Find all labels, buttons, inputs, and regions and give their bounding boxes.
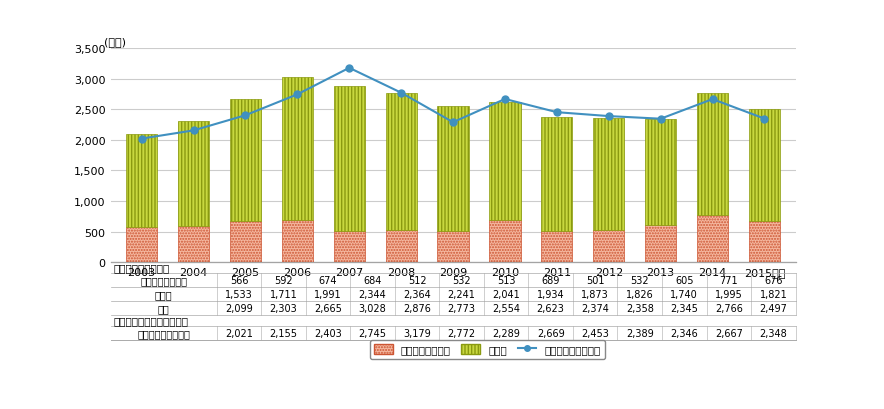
Bar (490, 103, 521, 220)
Text: 1,934: 1,934 (537, 289, 565, 299)
Text: 2,303: 2,303 (270, 303, 297, 313)
Bar (333, 87, 365, 231)
Text: 2,745: 2,745 (359, 328, 386, 338)
Bar (230, 221, 261, 263)
Bar (126, 135, 157, 228)
Bar (282, 78, 313, 221)
Text: 混信・妨害申告件数: 混信・妨害申告件数 (114, 263, 171, 273)
Bar (385, 230, 416, 263)
Text: 3,179: 3,179 (403, 328, 431, 338)
Text: 2,155: 2,155 (270, 328, 298, 338)
Bar (126, 228, 157, 263)
Text: 2,665: 2,665 (314, 303, 342, 313)
Text: 674: 674 (319, 275, 338, 285)
Bar (490, 220, 521, 263)
Text: 2,041: 2,041 (492, 289, 520, 299)
Text: 2,403: 2,403 (314, 328, 342, 338)
Text: 2,669: 2,669 (537, 328, 565, 338)
Text: 重要無線通信妨害: 重要無線通信妨害 (140, 275, 187, 285)
Bar (438, 231, 469, 263)
Text: 2,554: 2,554 (492, 303, 520, 313)
Text: 689: 689 (542, 275, 560, 285)
Bar (333, 231, 365, 263)
Text: 605: 605 (675, 275, 694, 285)
Text: 1,991: 1,991 (314, 289, 342, 299)
Text: 2,348: 2,348 (759, 328, 788, 338)
Text: 1,711: 1,711 (270, 289, 297, 299)
Text: 1,995: 1,995 (715, 289, 743, 299)
Text: 2,358: 2,358 (626, 303, 653, 313)
Text: 771: 771 (720, 275, 738, 285)
Text: 501: 501 (586, 275, 605, 285)
Text: 2,497: 2,497 (759, 303, 788, 313)
Text: 532: 532 (453, 275, 471, 285)
Text: 513: 513 (497, 275, 515, 285)
Text: 3,028: 3,028 (359, 303, 386, 313)
Bar (697, 94, 728, 216)
Text: その他: その他 (155, 289, 172, 299)
Text: 2,772: 2,772 (447, 328, 476, 338)
Text: 2,021: 2,021 (225, 328, 253, 338)
Text: 512: 512 (408, 275, 426, 285)
Text: 2,766: 2,766 (715, 303, 743, 313)
Text: 2,667: 2,667 (715, 328, 743, 338)
Text: 1,821: 1,821 (759, 289, 788, 299)
Text: 2,374: 2,374 (582, 303, 609, 313)
Bar (178, 122, 210, 226)
Text: 2,345: 2,345 (670, 303, 698, 313)
Text: 混信・妨害申告の措置件数: 混信・妨害申告の措置件数 (114, 316, 189, 326)
Text: 1,740: 1,740 (670, 289, 698, 299)
Text: (件数): (件数) (103, 37, 126, 47)
Text: 2,099: 2,099 (225, 303, 253, 313)
Text: 676: 676 (764, 275, 782, 285)
Bar (385, 93, 416, 230)
Text: 2,289: 2,289 (492, 328, 520, 338)
Text: 2,773: 2,773 (447, 303, 476, 313)
Text: 2,241: 2,241 (447, 289, 476, 299)
Bar (282, 221, 313, 263)
Text: 592: 592 (274, 275, 293, 285)
Bar (593, 230, 624, 263)
Text: 2,389: 2,389 (626, 328, 653, 338)
Text: 2,453: 2,453 (582, 328, 609, 338)
Text: 2,364: 2,364 (403, 289, 431, 299)
Bar (438, 107, 469, 231)
Text: 684: 684 (363, 275, 382, 285)
Bar (749, 221, 780, 263)
Bar (697, 216, 728, 263)
Text: 2,344: 2,344 (359, 289, 386, 299)
Bar (178, 226, 210, 263)
Text: 2,876: 2,876 (403, 303, 431, 313)
Text: 566: 566 (230, 275, 248, 285)
Text: 1,533: 1,533 (225, 289, 253, 299)
Bar (541, 118, 573, 232)
Text: 混信申告の措置件数: 混信申告の措置件数 (137, 328, 190, 338)
Bar (230, 100, 261, 221)
Bar (645, 225, 676, 263)
Bar (749, 110, 780, 221)
Bar (593, 119, 624, 230)
Bar (541, 232, 573, 263)
Text: 2,346: 2,346 (670, 328, 698, 338)
Text: 1,826: 1,826 (626, 289, 653, 299)
Bar (645, 119, 676, 225)
Text: 2,623: 2,623 (537, 303, 565, 313)
Text: 532: 532 (630, 275, 649, 285)
Legend: 重要無線通信妨害, その他, 混信申告の措置件数: 重要無線通信妨害, その他, 混信申告の措置件数 (370, 340, 605, 359)
Text: 1,873: 1,873 (582, 289, 609, 299)
Text: 合計: 合計 (157, 303, 170, 313)
